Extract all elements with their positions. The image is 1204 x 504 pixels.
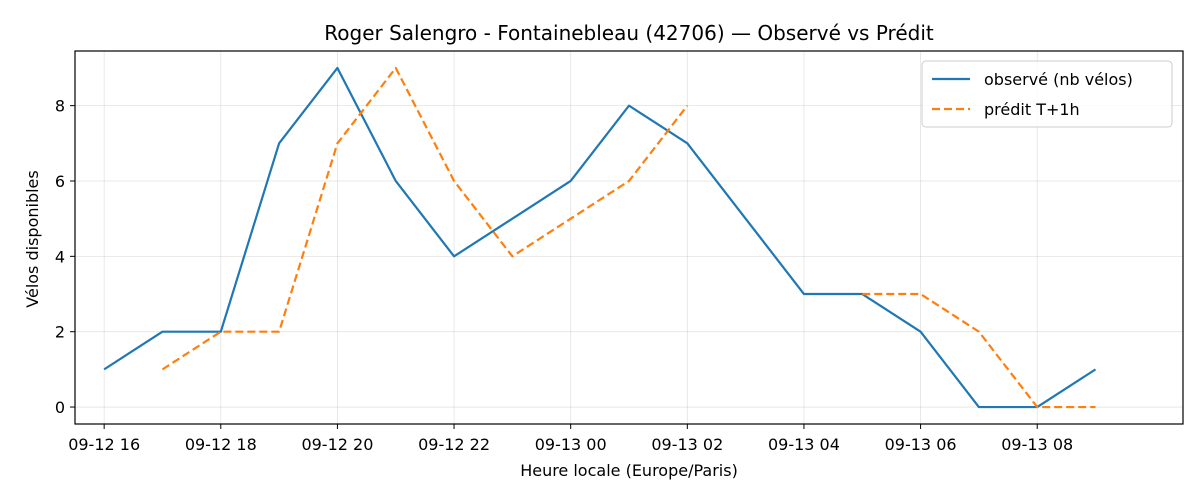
x-axis-ticks: 09-12 16 09-12 18 09-12 20 09-12 22 09-13 00…: [68, 424, 1073, 454]
legend-label-predicted: prédit T+1h: [984, 100, 1080, 119]
legend-box: [921, 60, 1173, 128]
series-line-predicted: [862, 292, 1096, 409]
y-axis-ticks: 0 2 4 6 8: [55, 97, 75, 417]
y-tick-label: 4: [55, 247, 65, 266]
x-tick-label: 09-12 18: [185, 435, 257, 454]
y-tick-label: 2: [55, 323, 65, 342]
legend: observé (nb vélos) prédit T+1h: [921, 60, 1173, 128]
y-tick-label: 0: [55, 398, 65, 417]
x-tick-label: 09-13 00: [535, 435, 607, 454]
x-tick-label: 09-13 04: [768, 435, 840, 454]
y-tick-label: 6: [55, 172, 65, 191]
x-tick-label: 09-13 02: [651, 435, 723, 454]
series-lines: [103, 66, 1097, 409]
x-tick-label: 09-13 08: [1001, 435, 1073, 454]
x-tick-label: 09-12 22: [418, 435, 490, 454]
plot-frame: [74, 50, 1184, 425]
y-tick-label: 8: [55, 97, 65, 116]
x-axis-title: Heure locale (Europe/Paris): [520, 461, 738, 480]
x-tick-label: 09-12 20: [301, 435, 373, 454]
x-tick-label: 09-13 06: [885, 435, 957, 454]
x-tick-label: 09-12 16: [68, 435, 140, 454]
chart-title: Roger Salengro - Fontainebleau (42706) —…: [324, 21, 934, 45]
legend-label-observed: observé (nb vélos): [984, 70, 1133, 89]
series-line-predicted: [161, 66, 689, 371]
y-axis-title: Vélos disponibles: [23, 170, 42, 307]
series-line-observed: [103, 66, 1097, 409]
